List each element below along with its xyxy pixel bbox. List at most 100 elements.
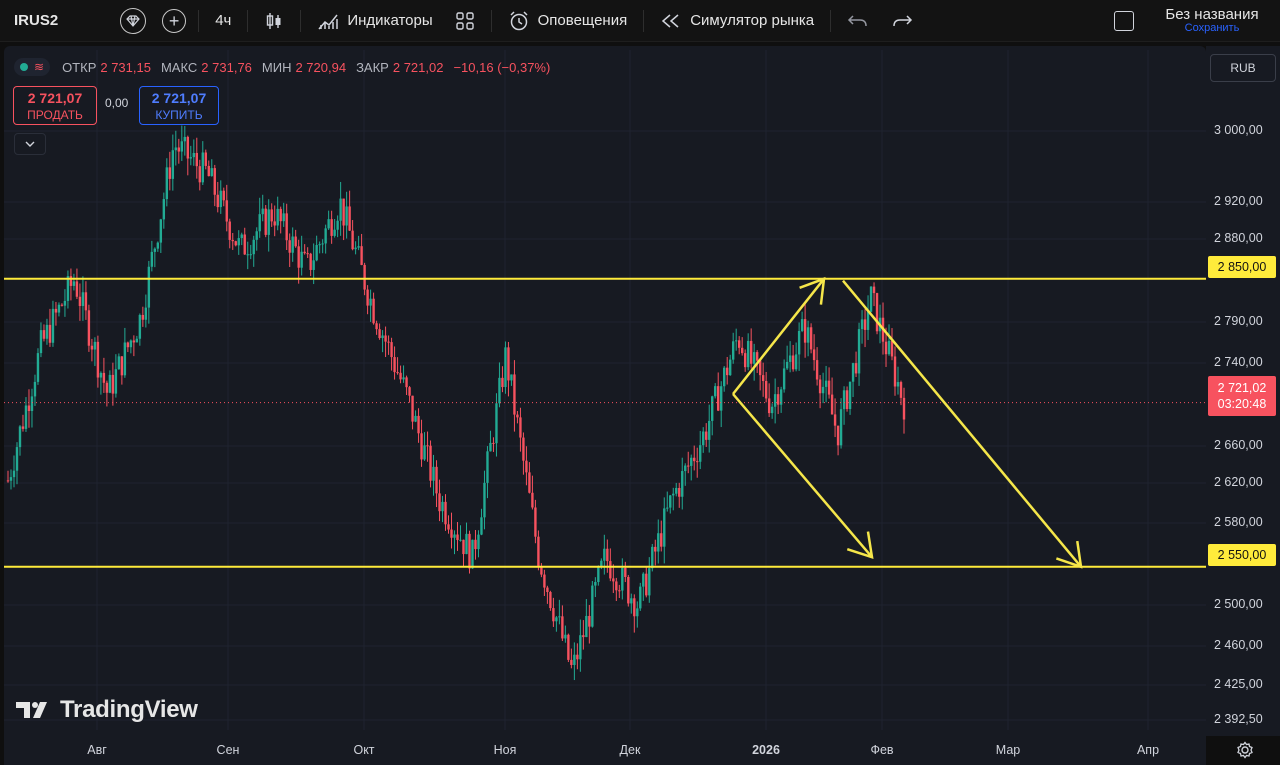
time-scale[interactable] — [4, 730, 1206, 765]
candle-body — [72, 281, 76, 286]
time-tick-label: Фев — [870, 743, 894, 757]
candle-body — [84, 292, 88, 311]
candle-body — [639, 586, 642, 609]
candle-body — [240, 234, 243, 239]
templates-icon[interactable] — [451, 5, 479, 37]
candle-body — [177, 147, 181, 152]
candle-body — [866, 311, 870, 330]
candle-body — [648, 568, 651, 596]
candle-body — [105, 382, 109, 393]
buy-label: КУПИТЬ — [155, 107, 203, 122]
candle-body — [351, 230, 354, 250]
time-tick-label: Окт — [353, 743, 375, 757]
candle-body — [809, 327, 813, 350]
candle-body — [375, 323, 378, 330]
time-tick-label: Апр — [1136, 743, 1160, 757]
alarm-clock-icon — [510, 10, 528, 30]
candle-body — [237, 238, 240, 246]
candle-body — [321, 243, 324, 245]
candle-body — [99, 372, 103, 378]
candle-body — [117, 356, 121, 370]
time-tick-label: Авг — [87, 743, 107, 757]
candle-body — [681, 471, 684, 497]
candle-body — [474, 539, 477, 550]
time-tick-label: Ноя — [493, 743, 517, 757]
candle-body — [432, 466, 435, 481]
candle-body — [243, 234, 246, 255]
candle-body — [285, 213, 288, 241]
candle-body — [459, 539, 462, 541]
candle-body — [693, 457, 696, 462]
candle-body — [528, 472, 531, 493]
indicators-label: Индикаторы — [347, 12, 433, 29]
candle-body — [546, 587, 549, 593]
candle-body — [752, 352, 756, 364]
low-value: 2 720,94 — [295, 59, 347, 75]
candle-body — [354, 247, 357, 250]
candle-body — [213, 168, 216, 195]
candle-body — [309, 253, 312, 270]
candle-body — [621, 567, 624, 591]
candle-body — [447, 524, 450, 530]
layout-name-button[interactable]: Без названия Сохранить — [1152, 7, 1272, 34]
rewind-icon — [662, 13, 679, 28]
candle-body — [630, 598, 633, 604]
candle-body — [776, 394, 780, 405]
candle-body — [393, 357, 396, 373]
candle-body — [564, 634, 567, 639]
save-button[interactable]: Сохранить — [1184, 22, 1240, 35]
candle-body — [663, 508, 666, 547]
series-status-pill[interactable]: ≋ — [14, 58, 51, 76]
tradingview-logo[interactable]: TradingView — [16, 696, 198, 724]
interval-button[interactable]: 4ч — [215, 12, 232, 29]
down-arrow-annotation-long — [842, 279, 1082, 568]
alerts-button[interactable]: Оповещения — [504, 5, 632, 37]
candle-body — [806, 327, 810, 343]
candle-body — [519, 417, 522, 438]
redo-icon[interactable] — [887, 5, 917, 37]
chart-pane[interactable] — [4, 46, 1206, 765]
indicators-button[interactable]: Индикаторы — [313, 5, 436, 37]
candle-body — [818, 379, 822, 394]
candle-body — [812, 349, 816, 361]
last-price-value: 2 721,02 — [1217, 380, 1267, 395]
candle-body — [872, 286, 876, 294]
candle-body — [588, 615, 591, 627]
sell-button[interactable]: 2 721,07 ПРОДАТЬ — [13, 86, 97, 125]
candle-body — [69, 276, 73, 286]
square-icon[interactable] — [1114, 11, 1134, 31]
time-tick-label: Дек — [619, 743, 641, 757]
candle-body — [714, 386, 717, 397]
candle-body — [821, 386, 825, 394]
candle-body — [561, 616, 564, 639]
undo-icon[interactable] — [843, 5, 873, 37]
replay-button[interactable]: Симулятор рынка — [656, 5, 818, 37]
candle-body — [699, 445, 702, 462]
candle-body — [869, 286, 873, 312]
candle-body — [108, 374, 112, 393]
currency-selector[interactable]: RUB — [1210, 54, 1276, 82]
candle-body — [606, 548, 609, 562]
candle-body — [657, 533, 660, 552]
tv-logo-icon — [16, 702, 47, 718]
candle-body — [720, 386, 723, 411]
candle-body — [797, 330, 801, 355]
candle-body — [591, 585, 594, 627]
compare-add-icon[interactable]: + — [162, 8, 187, 33]
diamond-icon[interactable] — [120, 7, 147, 34]
candle-body — [87, 310, 91, 346]
buy-price: 2 721,07 — [151, 90, 207, 106]
candle-body — [758, 360, 762, 376]
candle-body — [39, 330, 43, 354]
settings-gear-icon[interactable] — [1236, 741, 1254, 759]
candle-body — [642, 573, 645, 587]
toolbar-right: Без названия Сохранить — [1114, 0, 1280, 42]
time-tick-label: 2026 — [752, 743, 780, 757]
candle-body — [339, 198, 342, 221]
candle-body — [495, 403, 498, 444]
buy-button[interactable]: 2 721,07 КУПИТЬ — [139, 86, 219, 125]
symbol-search[interactable]: IRUS2 — [14, 12, 59, 29]
candles-icon[interactable] — [260, 5, 288, 37]
candle-body — [770, 406, 774, 414]
collapse-legend-button[interactable] — [14, 133, 46, 155]
